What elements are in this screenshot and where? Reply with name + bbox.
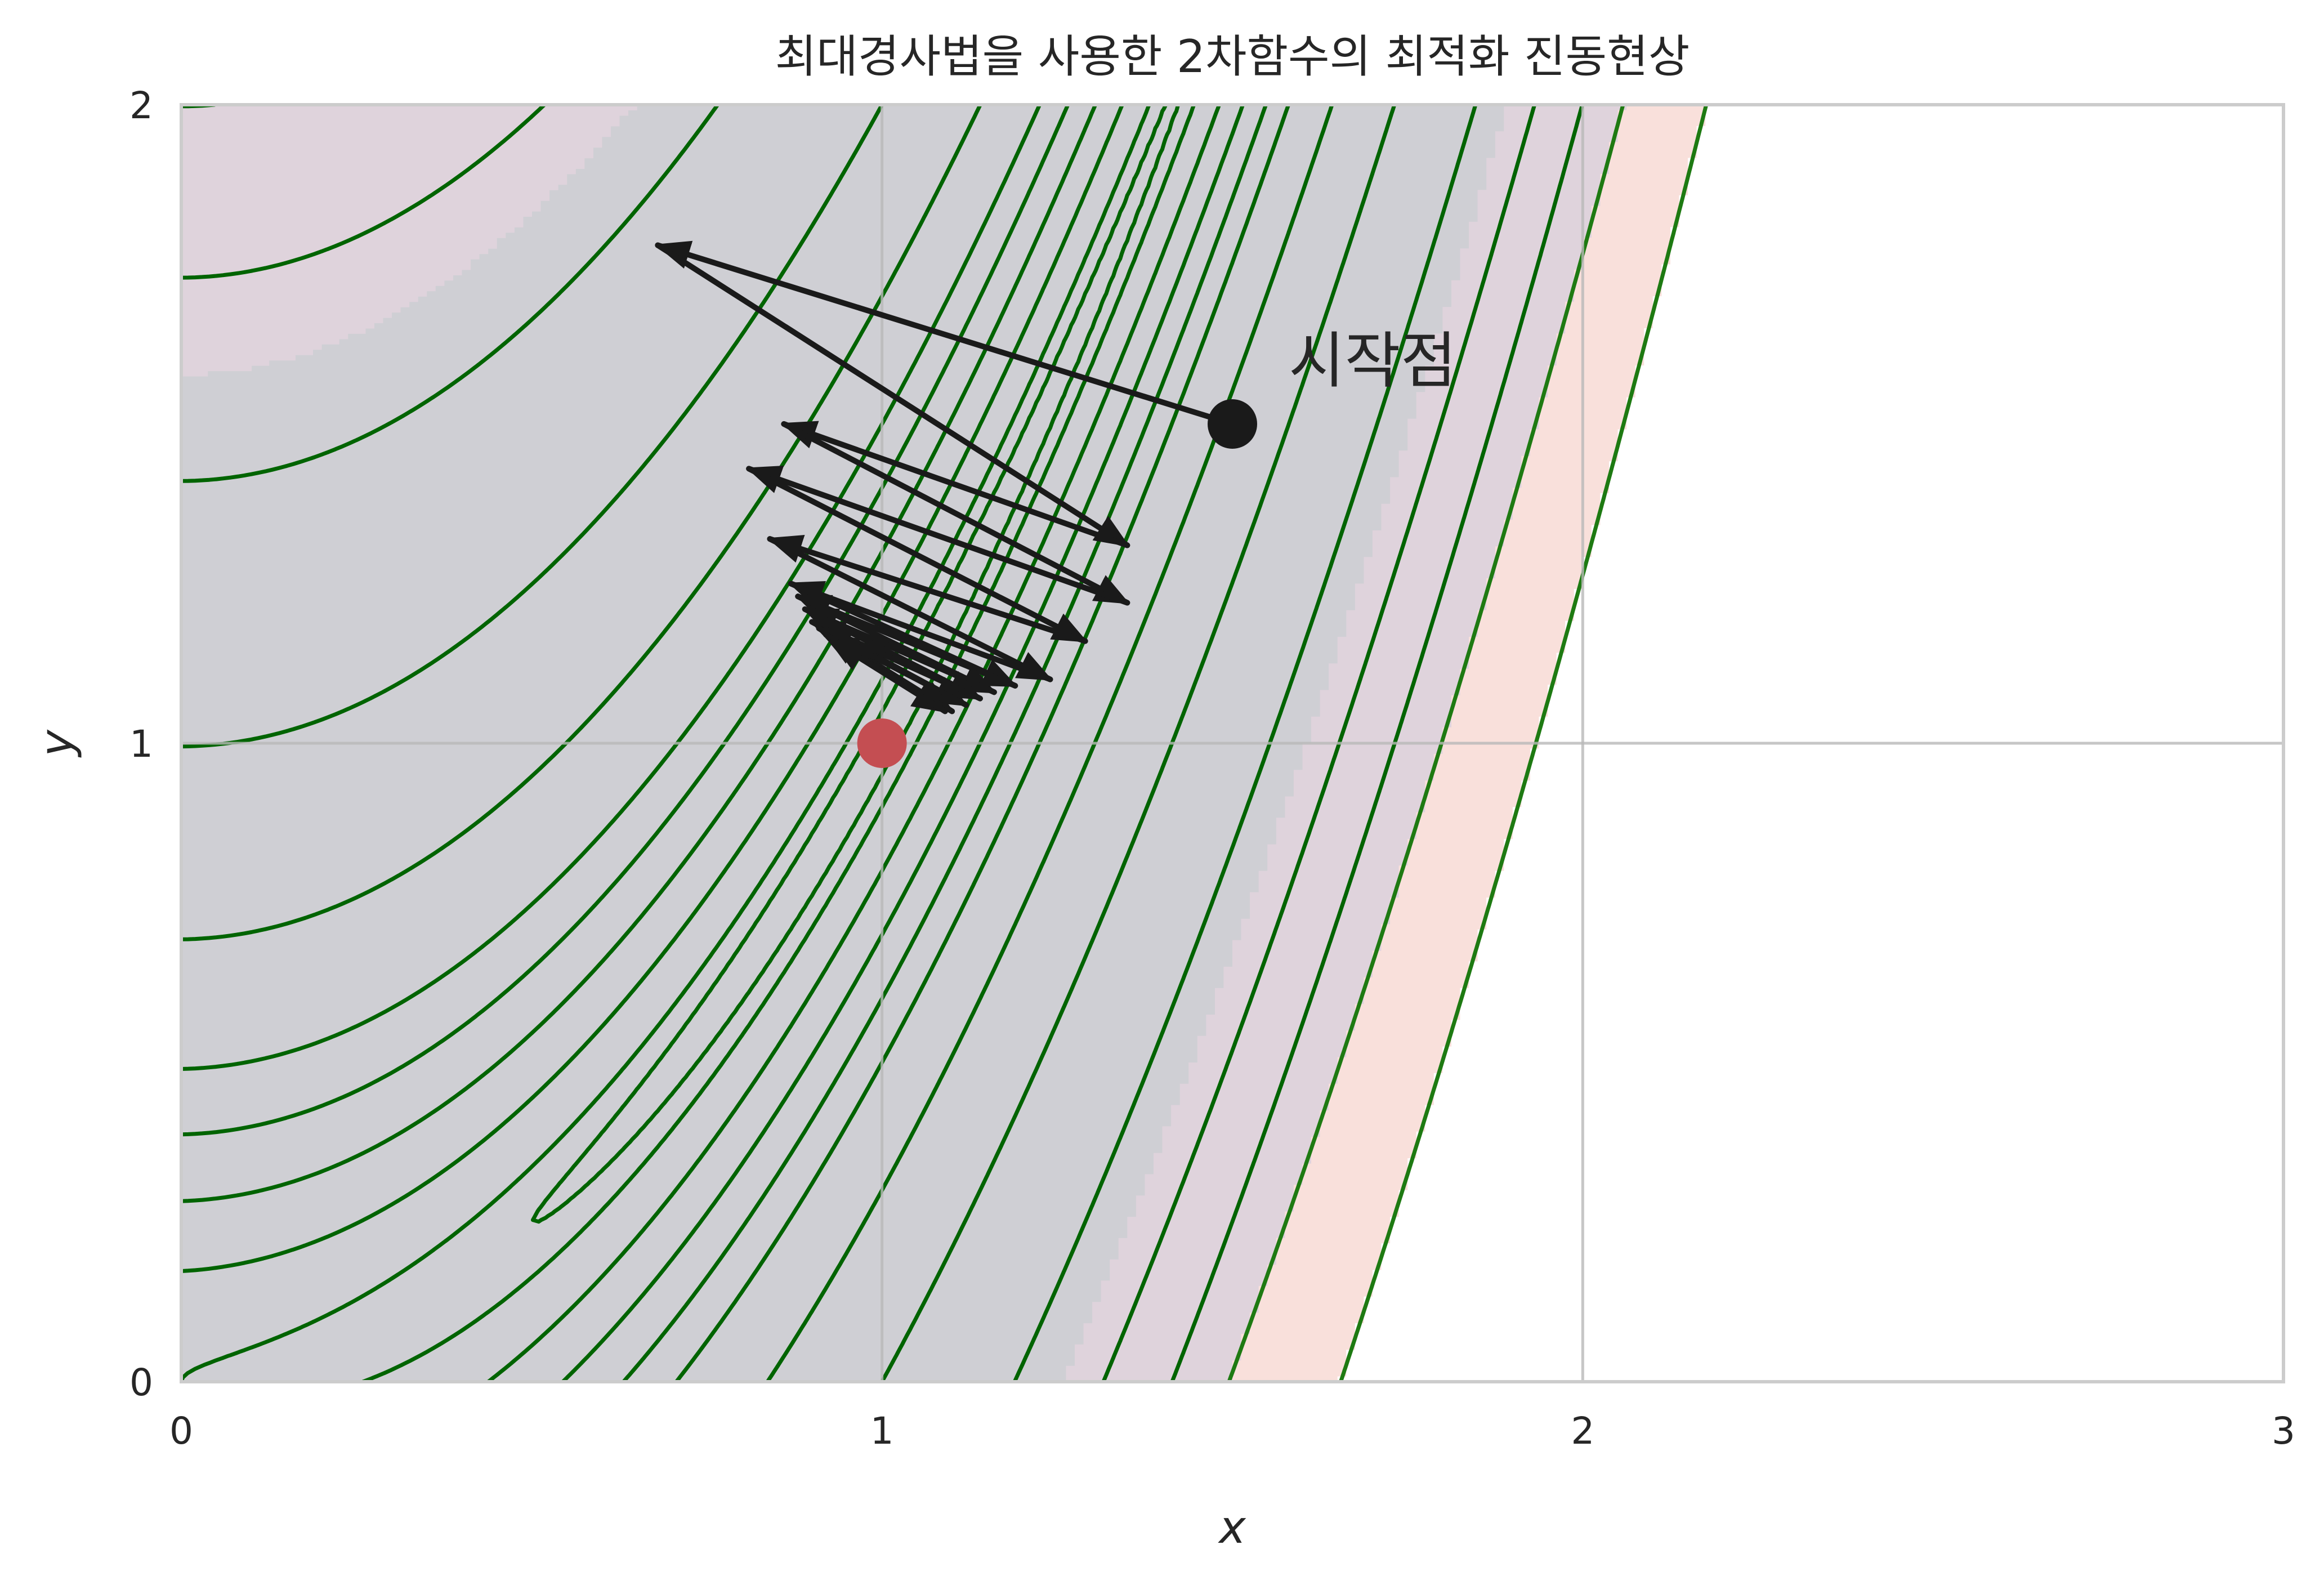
minimum-point-marker bbox=[857, 718, 907, 768]
x-tick-label: 2 bbox=[1571, 1409, 1594, 1453]
plot-area bbox=[181, 105, 2284, 1382]
y-axis-label: y bbox=[30, 729, 83, 758]
start-point-marker bbox=[1208, 399, 1257, 449]
y-tick-label: 0 bbox=[129, 1361, 153, 1404]
chart-title: 최대경사법을 사용한 2차함수의 최적화 진동현상 bbox=[775, 30, 1690, 83]
y-tick-label: 2 bbox=[129, 84, 153, 127]
x-axis-label: x bbox=[1217, 1501, 1246, 1553]
x-tick-label: 0 bbox=[169, 1409, 193, 1453]
start-point-label: 시작점 bbox=[1289, 326, 1456, 396]
x-tick-label: 3 bbox=[2272, 1409, 2295, 1453]
y-tick-label: 1 bbox=[129, 722, 153, 766]
x-tick-label: 1 bbox=[870, 1409, 894, 1453]
